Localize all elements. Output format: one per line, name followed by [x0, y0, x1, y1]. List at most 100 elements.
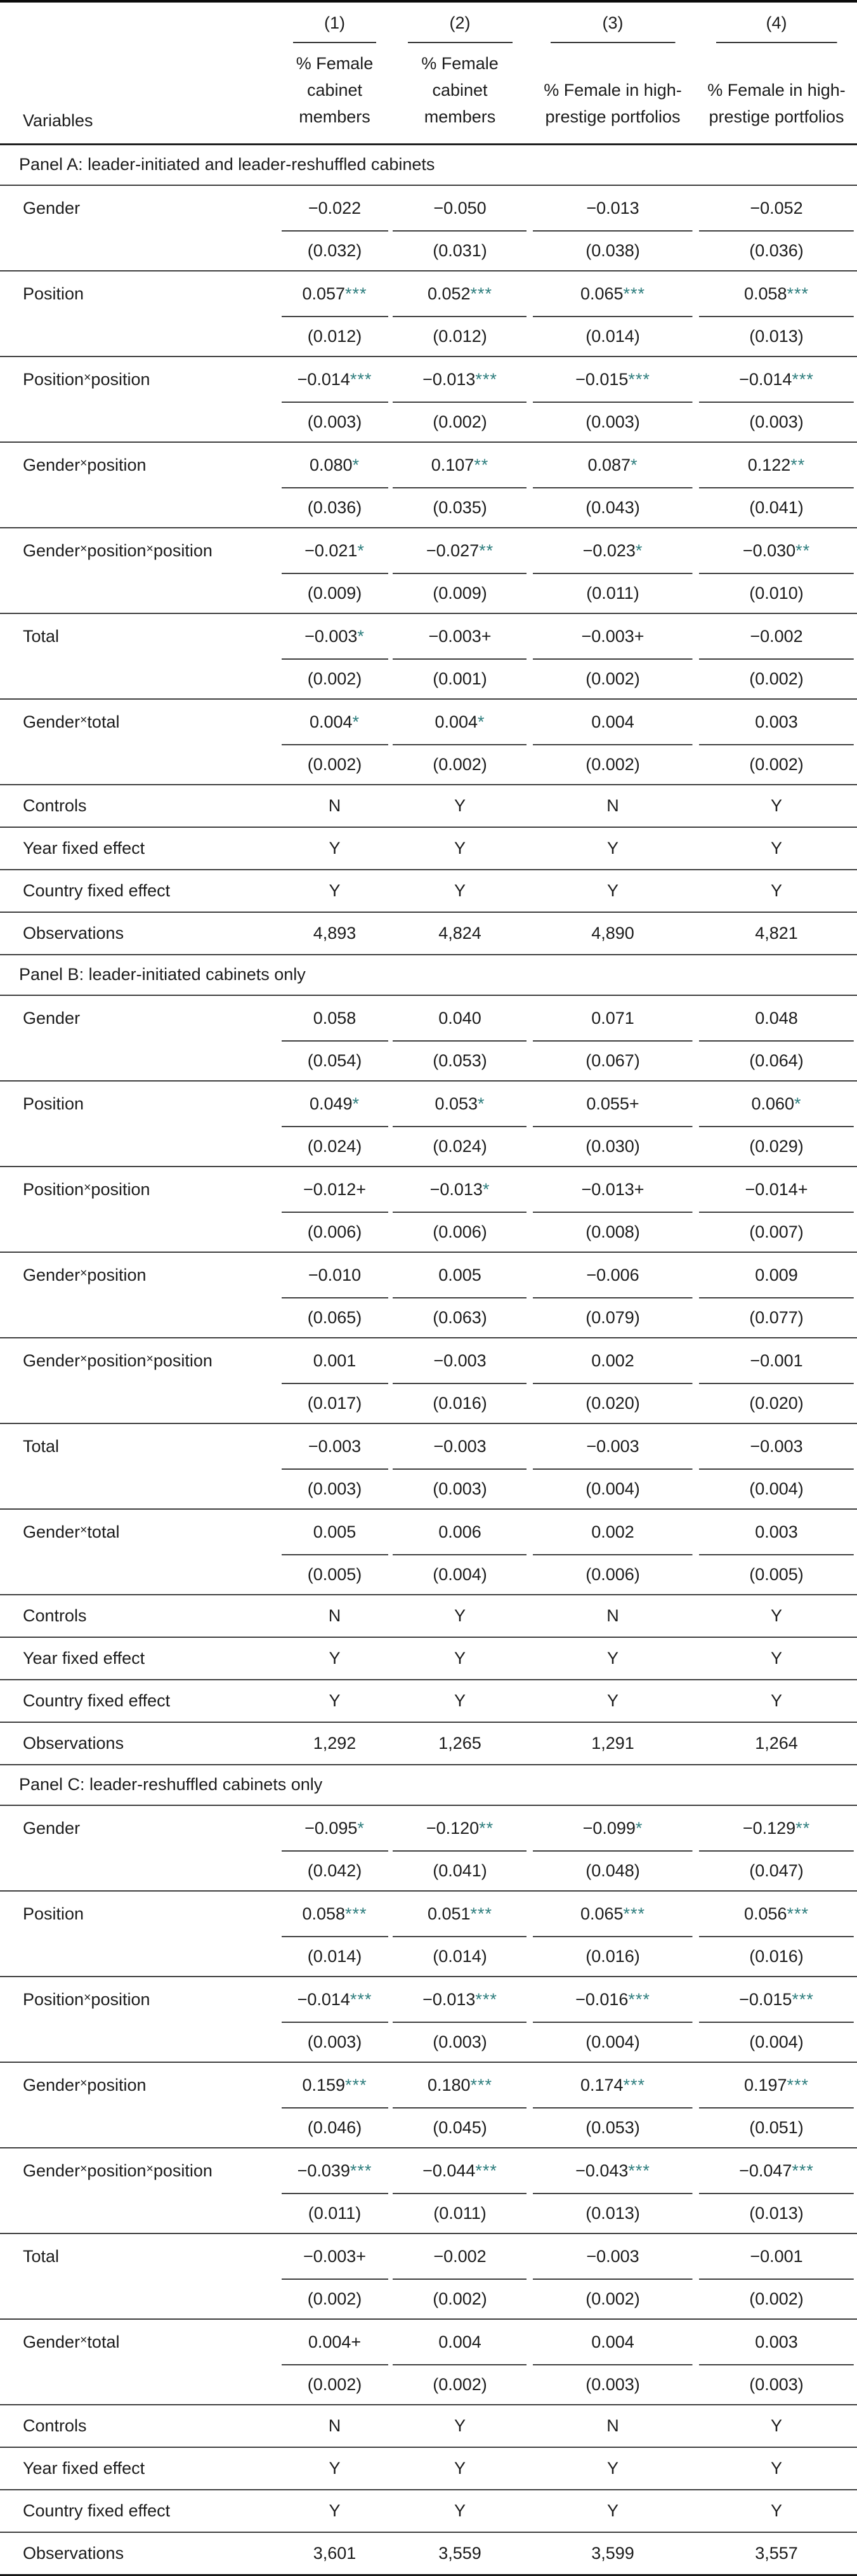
summary-label: Observations [0, 912, 279, 955]
variable-label: Total [23, 1437, 60, 1456]
coefficient-value: −0.001 [750, 1351, 803, 1371]
significance-stars: * [352, 712, 360, 732]
coefficient-cell: 0.159*** [279, 2062, 390, 2109]
variable-row: Gender×position 0.080* 0.107** 0.087* 0.122*… [0, 441, 857, 488]
standard-error-row: (0.046) (0.045) (0.053) (0.051) [0, 2108, 857, 2148]
column-header-2: % Female cabinet members [390, 43, 530, 145]
variable-label: Total [23, 2247, 60, 2266]
coefficient-cell: 0.107** [390, 441, 530, 488]
multiplication-sign: × [80, 2161, 88, 2176]
variable-label: Position×position [23, 1180, 150, 1200]
coefficient-value: 0.122 [747, 455, 791, 475]
significance-stars: ** [479, 541, 494, 561]
variable-row: Gender×total 0.005 0.006 0.002 0.003 [0, 1508, 857, 1555]
summary-value: Y [279, 1637, 390, 1680]
significance-stars: *** [475, 1990, 497, 2010]
variable-row: Gender 0.058 0.040 0.071 0.048 [0, 995, 857, 1042]
coefficient-cell: 0.055+ [530, 1080, 696, 1127]
coefficient-cell: 0.004* [279, 698, 390, 745]
coefficient-value: −0.014 [297, 1990, 350, 2010]
significance-stars: *** [345, 2076, 367, 2095]
significance-stars: ** [479, 1819, 494, 1838]
standard-error-cell: (0.053) [390, 1041, 530, 1082]
coefficient-value: 0.003 [755, 2332, 798, 2352]
standard-error-cell: (0.014) [390, 1937, 530, 1977]
standard-error-cell: (0.009) [279, 573, 390, 614]
empty-cell [0, 745, 279, 785]
significance-stars: *** [470, 284, 493, 304]
standard-error-cell: (0.079) [530, 1298, 696, 1338]
summary-row: Year fixed effect Y Y Y Y [0, 1637, 857, 1680]
empty-cell [0, 659, 279, 700]
variable-row: Total −0.003 −0.003 −0.003 −0.003 [0, 1423, 857, 1470]
empty-cell [0, 1127, 279, 1167]
coefficient-cell: 0.058*** [696, 270, 857, 317]
variable-label: Position [23, 1094, 84, 1114]
multiplication-sign: × [84, 1990, 91, 2004]
standard-error-cell: (0.020) [696, 1383, 857, 1424]
standard-error-cell: (0.002) [530, 2279, 696, 2320]
coefficient-cell: 0.004 [390, 2318, 530, 2365]
summary-value: Y [390, 827, 530, 870]
coefficient-value: 0.058 [313, 1009, 357, 1028]
coefficient-cell: −0.003+ [279, 2233, 390, 2280]
standard-error-cell: (0.005) [696, 1555, 857, 1595]
coefficient-cell: 0.003 [696, 1508, 857, 1555]
coefficient-value: 0.058 [743, 284, 787, 304]
summary-value: 1,291 [530, 1722, 696, 1765]
empty-cell [0, 317, 279, 357]
panel-title: Panel A: leader-initiated and leader-res… [0, 144, 857, 186]
summary-value: Y [279, 869, 390, 913]
standard-error-cell: (0.004) [390, 1555, 530, 1595]
coefficient-cell: −0.044*** [390, 2147, 530, 2194]
variable-row: Total −0.003* −0.003+ −0.003+ −0.002 [0, 613, 857, 660]
standard-error-cell: (0.002) [696, 745, 857, 785]
coefficient-cell: 0.040 [390, 995, 530, 1042]
coefficient-value: −0.120 [426, 1819, 480, 1838]
coefficient-cell: 0.087* [530, 441, 696, 488]
coefficient-value: 0.004 [591, 712, 634, 732]
coefficient-value: −0.050 [433, 199, 487, 218]
summary-value: N [279, 1594, 390, 1638]
column-number-1: (1) [279, 1, 390, 43]
summary-value: Y [696, 2447, 857, 2490]
coefficient-cell: −0.001 [696, 1337, 857, 1384]
standard-error-cell: (0.014) [279, 1937, 390, 1977]
standard-error-cell: (0.003) [696, 402, 857, 443]
coefficient-value: −0.013 [586, 199, 639, 218]
coefficient-value: −0.047 [739, 2161, 792, 2181]
multiplication-sign: × [146, 2161, 154, 2176]
column-number-2: (2) [390, 1, 530, 43]
standard-error-row: (0.006) (0.006) (0.008) (0.007) [0, 1212, 857, 1253]
standard-error-cell: (0.014) [530, 317, 696, 357]
standard-error-cell: (0.041) [390, 1851, 530, 1892]
significance-stars: *** [623, 1904, 646, 1924]
coefficient-cell: −0.003 [530, 1423, 696, 1470]
summary-value: 3,599 [530, 2532, 696, 2576]
standard-error-cell: (0.002) [390, 2365, 530, 2405]
multiplication-sign: × [84, 370, 91, 384]
coefficient-cell: 0.006 [390, 1508, 530, 1555]
coefficient-value: 0.052 [427, 284, 471, 304]
variable-label: Position [23, 1904, 84, 1924]
variable-row: Gender −0.022 −0.050 −0.013 −0.052 [0, 185, 857, 232]
standard-error-cell: (0.016) [696, 1937, 857, 1977]
significance-stars: *** [792, 370, 814, 389]
coefficient-value: 0.005 [313, 1522, 357, 1542]
variable-row: Gender×position 0.159*** 0.180*** 0.174*** 0… [0, 2062, 857, 2109]
standard-error-cell: (0.011) [390, 2194, 530, 2234]
standard-error-cell: (0.012) [390, 317, 530, 357]
coefficient-cell: −0.003+ [390, 613, 530, 660]
multiplication-sign: × [84, 1180, 91, 1194]
significance-stars: * [357, 541, 365, 561]
summary-value: Y [390, 1679, 530, 1723]
summary-label: Year fixed effect [0, 1637, 279, 1680]
coefficient-value: −0.016 [575, 1990, 629, 2010]
standard-error-cell: (0.002) [279, 659, 390, 700]
summary-value: Y [696, 827, 857, 870]
summary-label: Year fixed effect [0, 827, 279, 870]
coefficient-value: −0.043 [575, 2161, 629, 2181]
significance-stars: *** [787, 2076, 809, 2095]
coefficient-value: 0.048 [755, 1009, 798, 1028]
standard-error-row: (0.017) (0.016) (0.020) (0.020) [0, 1383, 857, 1424]
